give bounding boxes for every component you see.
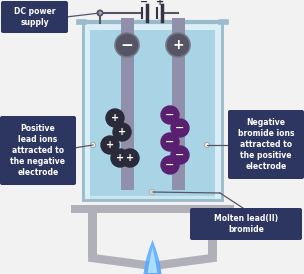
- Bar: [144, 266, 161, 274]
- Circle shape: [171, 146, 189, 164]
- Polygon shape: [147, 247, 157, 273]
- Circle shape: [91, 142, 95, 147]
- Circle shape: [98, 10, 102, 16]
- Text: Molten lead(II)
bromide: Molten lead(II) bromide: [214, 214, 278, 234]
- Text: −: −: [121, 38, 133, 53]
- Circle shape: [150, 190, 154, 195]
- Circle shape: [161, 106, 179, 124]
- Text: −: −: [165, 110, 175, 120]
- Text: +: +: [111, 113, 119, 123]
- Circle shape: [205, 142, 209, 147]
- Bar: [172, 18, 185, 190]
- Polygon shape: [90, 30, 215, 196]
- FancyBboxPatch shape: [0, 116, 76, 185]
- Circle shape: [171, 119, 189, 137]
- Circle shape: [101, 136, 119, 154]
- Circle shape: [113, 123, 131, 141]
- Text: +: +: [118, 127, 126, 137]
- Text: Positive
lead ions
attracted to
the negative
electrode: Positive lead ions attracted to the nega…: [11, 124, 65, 177]
- Text: +: +: [116, 153, 124, 163]
- Bar: [71, 205, 234, 213]
- Text: +: +: [172, 38, 184, 52]
- FancyBboxPatch shape: [1, 1, 68, 33]
- Circle shape: [111, 149, 129, 167]
- Polygon shape: [215, 22, 222, 200]
- Bar: [121, 18, 134, 190]
- Text: +: +: [106, 140, 114, 150]
- Circle shape: [121, 149, 139, 167]
- Text: −: −: [140, 0, 148, 7]
- Text: DC power
supply: DC power supply: [14, 7, 55, 27]
- Polygon shape: [143, 240, 161, 274]
- Bar: [208, 213, 217, 258]
- Text: −: −: [175, 150, 185, 160]
- Text: +: +: [156, 0, 164, 7]
- Polygon shape: [83, 22, 222, 200]
- Circle shape: [106, 109, 124, 127]
- Text: +: +: [126, 153, 134, 163]
- Circle shape: [166, 33, 190, 57]
- Circle shape: [161, 133, 179, 151]
- FancyBboxPatch shape: [190, 208, 302, 240]
- FancyBboxPatch shape: [228, 110, 304, 179]
- Circle shape: [115, 33, 139, 57]
- Bar: [88, 213, 97, 258]
- Polygon shape: [83, 22, 222, 30]
- Text: −: −: [175, 123, 185, 133]
- Text: −: −: [165, 160, 175, 170]
- Text: −: −: [165, 137, 175, 147]
- Text: Negative
bromide ions
attracted to
the positive
electrode: Negative bromide ions attracted to the p…: [238, 118, 294, 171]
- Circle shape: [161, 156, 179, 174]
- Polygon shape: [83, 22, 90, 200]
